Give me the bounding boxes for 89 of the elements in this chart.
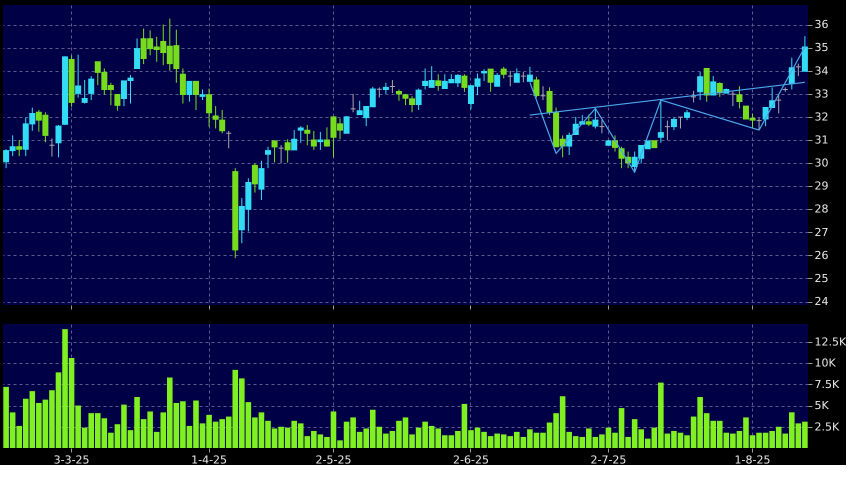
candlestick [389,80,396,94]
candlestick [684,110,690,121]
candlestick [382,82,389,94]
candlestick [272,140,278,163]
y-tick-label: 25 [814,272,828,285]
candlestick [55,124,62,158]
candlestick [690,90,697,103]
candlestick [795,63,802,77]
candlestick [212,106,219,129]
candlestick [252,162,258,194]
candlestick [710,76,716,96]
y-tick-label: 10K [814,356,836,370]
candlestick [664,120,670,140]
y-tick-label: 27 [814,226,828,239]
candlestick [533,76,540,98]
candlestick [500,66,507,79]
candlestick [219,110,226,134]
y-tick-label: 2.5K [814,420,840,434]
candlestick [258,160,264,200]
candlestick [298,126,304,144]
candlestick [16,140,22,157]
candlestick [396,88,402,102]
candlestick [48,138,55,158]
y-tick-label: 30 [814,156,828,170]
candlestick [344,116,350,134]
candlestick [481,68,488,82]
x-tick-label: 2-6-25 [453,454,489,466]
candlestick [658,100,664,144]
y-tick-label: 32 [814,110,828,124]
candlestick [756,118,762,131]
candlestick [402,93,408,106]
candlestick [586,114,592,127]
candlestick [317,131,324,150]
candlestick [226,130,232,149]
candlestick [75,54,82,98]
candlestick [526,66,533,82]
y-tick-label: 24 [814,295,828,308]
candlestick [514,68,520,83]
candlestick [376,86,382,98]
candlestick [324,126,330,148]
candlestick [494,72,500,87]
y-tick-label: 28 [814,202,828,216]
y-tick-label: 7.5K [814,378,840,391]
candlestick [310,130,317,150]
candlestick [670,116,677,131]
candlestick [736,86,742,109]
x-tick-label: 1-4-25 [191,454,228,466]
candlestick [200,88,206,101]
candlestick [598,120,605,134]
candlestick [284,138,291,164]
candlestick [88,76,94,101]
x-tick-label: 3-3-25 [54,454,90,466]
candlestick [291,130,298,150]
y-tick-label: 31 [814,134,828,146]
candlestick [114,94,120,112]
candlestick [304,124,310,146]
x-tick-label: 2-5-25 [316,454,352,466]
y-tick-label: 26 [814,248,828,262]
candlestick [697,71,704,101]
candlestick [488,68,494,92]
x-tick-label: 1-8-25 [734,454,770,466]
candlestick [461,74,468,92]
y-tick-label: 35 [814,41,828,54]
candlestick [416,88,422,110]
y-tick-label: 29 [814,180,828,193]
candlestick [776,93,782,114]
candlestick [435,74,442,92]
candlestick [592,108,598,129]
candlestick [186,80,192,102]
candlestick [730,91,736,107]
candlestick [507,70,514,87]
x-tick-label: 2-7-25 [590,454,626,466]
candlestick [134,38,140,69]
candlestick [206,88,212,128]
candlestick [82,80,88,104]
candlestick [546,86,553,116]
y-tick-label: 34 [814,64,828,78]
candlestick [265,146,272,169]
y-tick-label: 33 [814,87,828,100]
candlestick [192,80,199,110]
candlestick [540,86,546,101]
candlestick [278,144,284,164]
candlestick [677,116,684,129]
candlestick [180,68,186,104]
candlestick [520,71,526,83]
y-tick-label: 5K [814,399,830,412]
y-tick-label: 36 [814,18,828,32]
candlestick [350,93,356,113]
candlestick [409,96,416,113]
